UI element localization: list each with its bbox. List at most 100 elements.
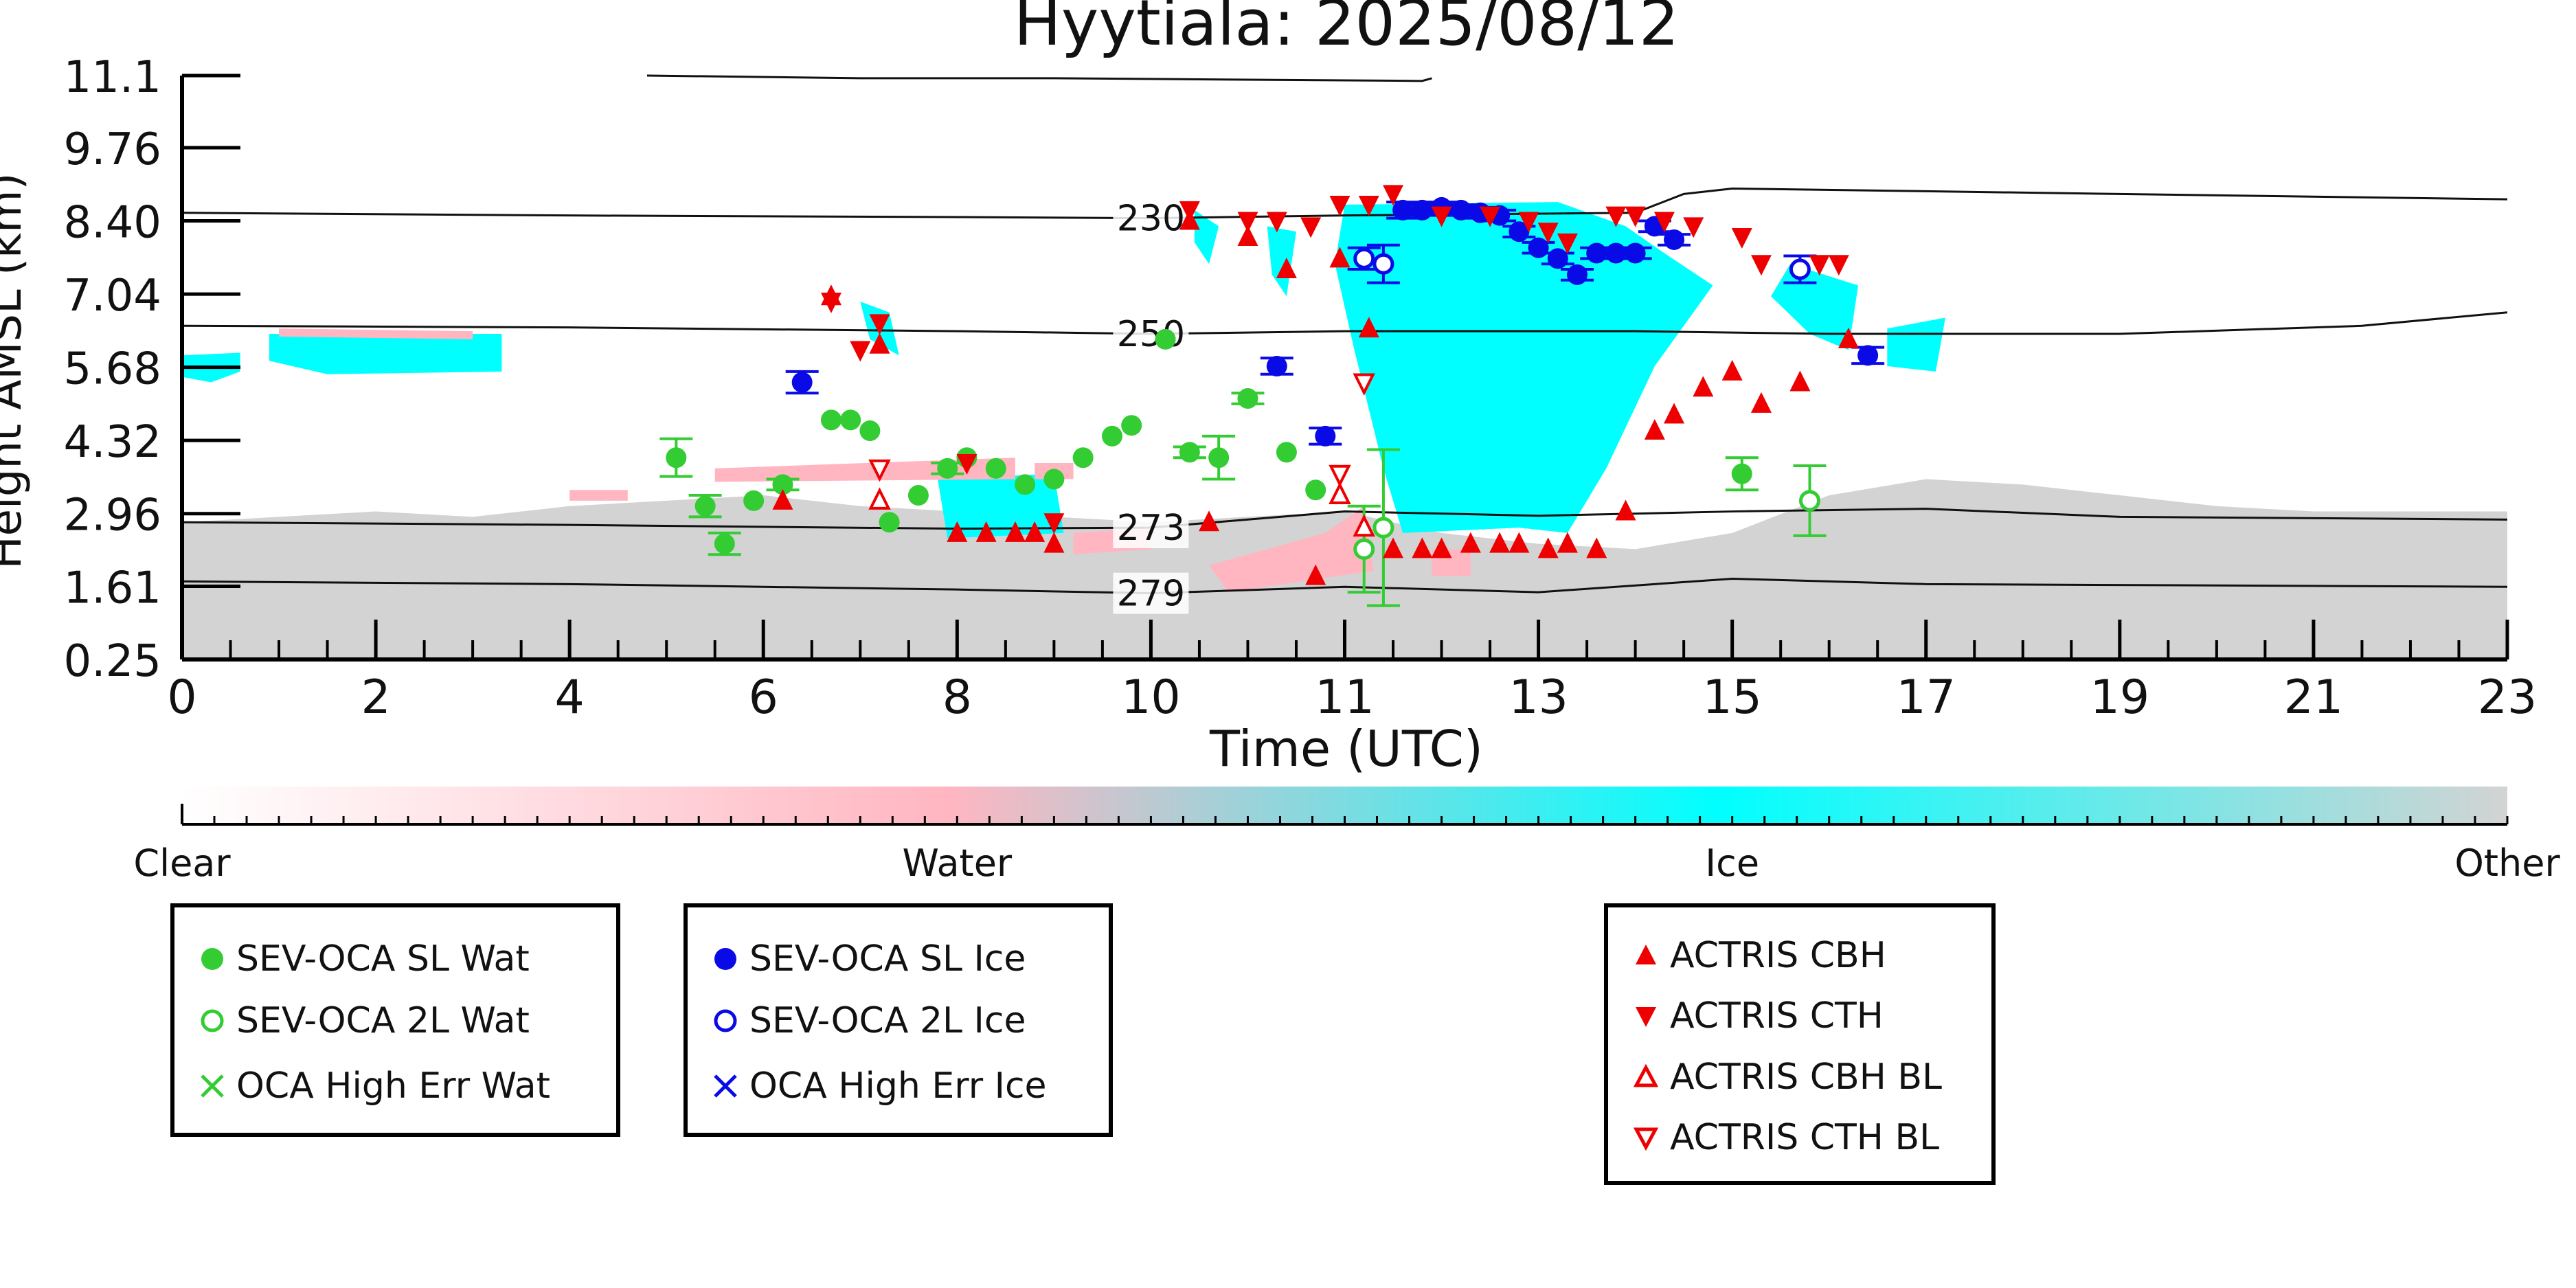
data-point [1329,247,1351,268]
data-point [1528,237,1549,258]
data-point [879,512,900,533]
data-point [1547,248,1568,269]
ice-phase-region [1887,317,1945,372]
x-axis-label: Time (UTC) [1209,720,1483,778]
legend-label: ACTRIS CTH BL [1670,1117,1940,1158]
data-point [1750,255,1772,276]
data-point [1586,242,1607,264]
x-tick-label: 2 [361,670,390,725]
data-point [1043,513,1065,534]
data-point [1392,199,1414,221]
data-point [1300,217,1322,238]
data-point [947,521,968,542]
data-point [1412,537,1433,558]
x-tick-label: 21 [2284,670,2344,725]
data-point [1015,474,1036,495]
water-phase-region [279,328,473,339]
contour-line [181,508,2508,530]
x-tick-label: 4 [555,670,585,725]
y-tick-label: 8.40 [64,198,162,249]
series-sev-oca-sl-wat [659,328,1759,556]
data-point [1664,229,1685,250]
data-point [1450,199,1471,221]
contour-label: 230 [1117,199,1185,240]
x-tick-label: 15 [1702,670,1762,725]
y-tick-label: 2.96 [64,490,162,541]
y-tick-label: 4.32 [64,417,162,468]
contour-label-bg [1113,572,1189,614]
open-triangle-down-icon [1633,1127,1659,1151]
data-point [1208,447,1230,468]
data-point [1809,255,1830,276]
data-point [1102,425,1122,447]
series-actris-cbh-bl [868,482,1375,537]
data-point [1383,185,1404,206]
data-point [1315,425,1336,447]
triangle-down-icon [1636,1007,1656,1027]
legend-item: ACTRIS CTH BL [1629,1117,1939,1158]
x-tick-label: 6 [749,670,778,725]
colorbar-ticks [181,804,2509,826]
cross-icon [714,1074,737,1098]
series-sev-oca-sl-ice [785,196,1885,447]
data-point [1276,258,1297,279]
data-point [868,459,891,482]
data-point [1072,447,1094,468]
x-tick-label: 13 [1509,670,1568,725]
data-point [1615,499,1636,521]
water-phase-region [1209,506,1374,593]
data-point [1237,212,1258,233]
data-point [956,454,978,475]
legend-label: SEV-OCA 2L Wat [236,1000,530,1041]
data-point [1828,255,1849,276]
data-point [1721,359,1743,381]
legend-item: SEV-OCA 2L Wat [195,1000,530,1041]
data-point [1237,388,1258,409]
cross-icon [201,1074,224,1098]
data-point [937,457,958,479]
data-point [1605,206,1627,227]
data-point [772,488,793,510]
data-point [1329,196,1351,217]
x-tick-label: 19 [2090,670,2150,725]
contour-label-bg [1113,197,1189,239]
contour-line [181,577,2508,595]
data-point [1537,223,1559,244]
x-tick-label: 10 [1121,670,1181,725]
legend-water: SEV-OCA SL Wat SEV-OCA 2L Wat OCA High E… [170,903,620,1137]
data-point [1199,510,1220,532]
data-point [1605,242,1627,264]
data-point [1276,442,1297,463]
data-point [1480,206,1501,227]
data-point [1179,442,1200,463]
data-point [694,495,716,517]
data-point [1731,463,1752,484]
data-point [1431,537,1452,558]
data-point [1043,468,1065,490]
triangle-up-icon [1636,945,1656,964]
phase-colorbar: Clear Water Ice Other [133,787,2560,885]
colorbar-label: Other [2454,841,2560,885]
data-point [907,485,929,506]
retrieval-markers [659,185,1885,607]
data-point [1731,228,1752,249]
data-point [1789,258,1811,280]
data-point [1693,376,1714,397]
ice-phase-region [1335,202,1713,533]
data-point [791,372,813,393]
legend-label: OCA High Err Ice [749,1065,1047,1107]
legend-ice: SEV-OCA SL Ice SEV-OCA 2L Ice OCA High E… [683,903,1113,1137]
water-phase-region [569,490,628,501]
data-point [1024,521,1046,542]
data-point [869,314,890,335]
colorbar-label: Ice [1705,841,1759,885]
data-point [1509,532,1530,553]
data-point [1121,415,1142,436]
contour-label: 250 [1117,314,1185,355]
data-point [1353,538,1375,560]
contour-line [646,74,1432,82]
legend-label: SEV-OCA 2L Ice [749,1000,1026,1041]
data-point [1155,328,1176,350]
legend-actris: ACTRIS CBH ACTRIS CTH ACTRIS CBH BL ACTR… [1604,903,1996,1185]
